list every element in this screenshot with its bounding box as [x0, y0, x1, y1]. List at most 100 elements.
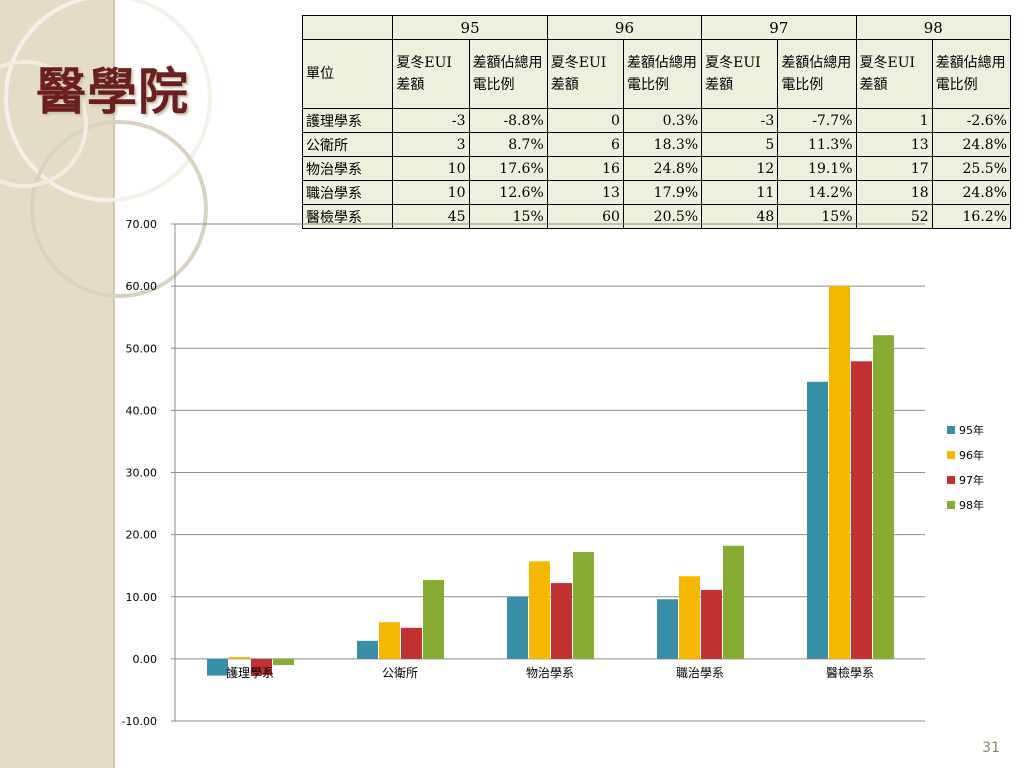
y-tick-label: 40.00: [126, 404, 158, 417]
eui-diff-header: 夏冬EUI差額: [855, 39, 933, 109]
unit-header: 單位: [301, 39, 394, 109]
table-cell: 24.8%: [931, 132, 1012, 157]
table-year-row: 95 96 97 98: [301, 15, 1012, 40]
table-cell: -7.7%: [777, 108, 857, 133]
legend-label: 97年: [959, 473, 984, 487]
bar: [529, 561, 550, 659]
bar: [229, 657, 250, 659]
table-cell: 6: [546, 132, 624, 157]
table-cell: 16: [546, 156, 624, 181]
table-cell: 60: [546, 204, 624, 229]
table-cell: -3: [392, 108, 470, 133]
table-cell: 0: [546, 108, 624, 133]
unit-cell: 護理學系: [301, 108, 394, 133]
table-cell: -2.6%: [931, 108, 1012, 133]
table-cell: -8.8%: [468, 108, 548, 133]
bar: [379, 622, 400, 659]
y-tick-label: 30.00: [126, 467, 158, 480]
legend-swatch: [947, 476, 955, 484]
table-row: 公衛所 3 8.7% 6 18.3% 5 11.3% 13 24.8%: [301, 132, 1012, 157]
bar: [273, 658, 294, 666]
y-tick-label: 10.00: [126, 591, 158, 604]
y-tick-label: 50.00: [126, 342, 158, 355]
bar: [679, 576, 700, 659]
y-tick-label: 20.00: [126, 529, 158, 542]
unit-cell: 醫檢學系: [301, 204, 394, 229]
ratio-header: 差額佔總用電比例: [468, 39, 548, 109]
bar: [829, 286, 850, 659]
table-cell: 12: [701, 156, 779, 181]
table-cell: 24.8%: [622, 156, 703, 181]
bar: [423, 579, 444, 659]
legend-swatch: [947, 451, 955, 459]
table-cell: 16.2%: [931, 204, 1012, 229]
table-cell: 3: [392, 132, 470, 157]
side-edge-line: [113, 0, 115, 768]
table-cell: 10: [392, 180, 470, 205]
bar-chart: -10.00 0.00 10.00 20.00 30.00 40.00 50.00 60.00…: [122, 218, 984, 728]
bar: [507, 596, 528, 659]
bar: [873, 335, 894, 659]
eui-diff-header: 夏冬EUI差額: [701, 39, 779, 109]
table-cell: 19.1%: [777, 156, 857, 181]
legend-label: 96年: [959, 448, 984, 462]
table-cell: 17.9%: [622, 180, 703, 205]
unit-cell: 職治學系: [301, 180, 394, 205]
year-header: 97: [701, 15, 857, 40]
slide-number: 31: [982, 740, 1000, 756]
bar: [401, 627, 422, 659]
legend-label: 95年: [959, 423, 984, 437]
category-label: 物治學系: [526, 666, 574, 680]
ratio-header: 差額佔總用電比例: [931, 39, 1012, 109]
table-cell: 14.2%: [777, 180, 857, 205]
unit-cell: 物治學系: [301, 156, 394, 181]
table-row: 職治學系 10 12.6% 13 17.9% 11 14.2% 18 24.8%: [301, 180, 1012, 205]
ratio-header: 差額佔總用電比例: [777, 39, 857, 109]
table-cell: 48: [701, 204, 779, 229]
legend-label: 98年: [959, 498, 984, 512]
y-tick-label: 60.00: [126, 280, 158, 293]
table-cell: 8.7%: [468, 132, 548, 157]
table-cell: 0.3%: [622, 108, 703, 133]
legend-swatch: [947, 501, 955, 509]
year-header: 96: [546, 15, 703, 40]
bar: [657, 599, 678, 659]
table-corner-cell: [301, 15, 394, 40]
y-tick-label: 0.00: [133, 653, 158, 666]
table-cell: 24.8%: [931, 180, 1012, 205]
bar: [207, 658, 228, 676]
table-cell: 10: [392, 156, 470, 181]
table-cell: 17: [855, 156, 933, 181]
table-cell: 45: [392, 204, 470, 229]
year-header: 95: [392, 15, 548, 40]
ratio-header: 差額佔總用電比例: [622, 39, 703, 109]
category-label: 公衛所: [382, 666, 418, 680]
eui-diff-header: 夏冬EUI差額: [546, 39, 624, 109]
bar: [251, 658, 272, 676]
category-label: 醫檢學系: [826, 665, 874, 680]
table-cell: 15%: [468, 204, 548, 229]
legend-swatch: [947, 426, 955, 434]
slide-title: 醫學院: [36, 62, 189, 121]
unit-cell: 公衛所: [301, 132, 394, 157]
bar: [573, 552, 594, 659]
bar: [701, 589, 722, 659]
category-label: 護理學系: [226, 665, 274, 680]
bar: [723, 545, 744, 659]
table-cell: 11.3%: [777, 132, 857, 157]
bar: [357, 640, 378, 659]
table-row: 醫檢學系 45 15% 60 20.5% 48 15% 52 16.2%: [301, 204, 1012, 229]
category-label: 職治學系: [676, 666, 724, 680]
table-cell: 12.6%: [468, 180, 548, 205]
table-cell: 20.5%: [622, 204, 703, 229]
table-cell: 1: [855, 108, 933, 133]
table-cell: 18.3%: [622, 132, 703, 157]
year-header: 98: [855, 15, 1012, 40]
bar: [807, 381, 828, 659]
table-cell: -3: [701, 108, 779, 133]
table-cell: 13: [546, 180, 624, 205]
table-cell: 18: [855, 180, 933, 205]
table-cell: 13: [855, 132, 933, 157]
bar: [851, 361, 872, 659]
y-tick-label: 70.00: [126, 218, 158, 231]
